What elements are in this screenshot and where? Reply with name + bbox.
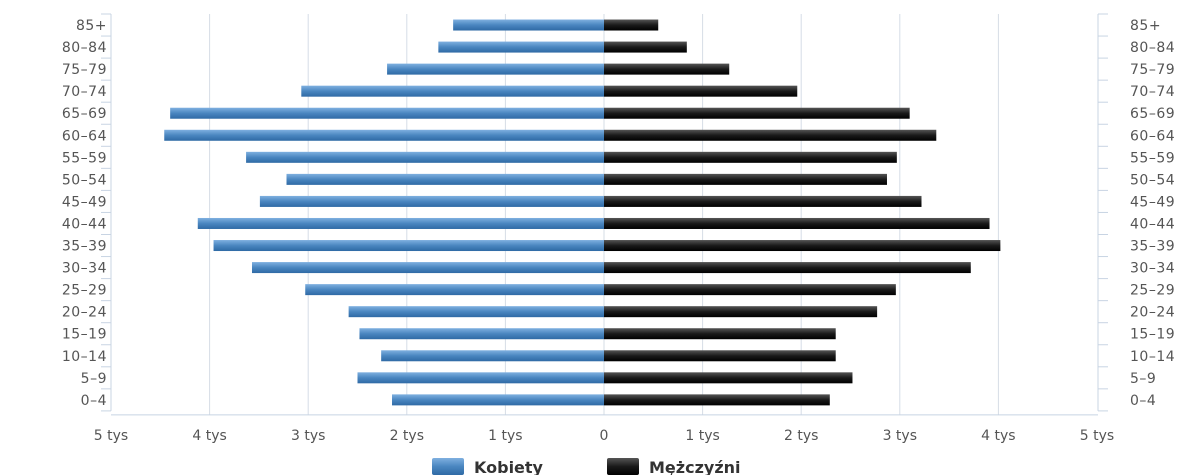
bar-women[interactable]: [381, 350, 604, 362]
category-label-right: 55–59: [1130, 150, 1175, 166]
category-label-right: 0–4: [1130, 393, 1156, 409]
category-axes: 85+ 85+ 80–84 80–84 75–79 75–79 70–74 70–74 65–6…: [62, 13, 1175, 416]
category-label-left: 25–29: [62, 283, 107, 299]
category-label-left: 50–54: [62, 172, 107, 188]
x-tick-label: 5 tys: [1080, 428, 1114, 444]
bar-women[interactable]: [170, 107, 604, 119]
bar-women[interactable]: [359, 328, 604, 340]
bar-men[interactable]: [604, 394, 830, 406]
bar-women[interactable]: [392, 394, 604, 406]
category-label-left: 70–74: [62, 84, 107, 100]
category-label-right: 45–49: [1130, 194, 1175, 210]
category-label-right: 40–44: [1130, 216, 1175, 232]
bar-men[interactable]: [604, 306, 878, 318]
category-label-right: 35–39: [1130, 239, 1175, 255]
legend-label-women: Kobiety: [474, 458, 544, 475]
category-label-left: 75–79: [62, 62, 107, 78]
legend-label-men: Mężczyźni: [649, 458, 741, 475]
bar-women[interactable]: [305, 284, 604, 296]
bar-women[interactable]: [251, 262, 605, 274]
bar-men[interactable]: [604, 328, 836, 340]
category-label-left: 35–39: [62, 239, 107, 255]
category-label-right: 50–54: [1130, 172, 1175, 188]
x-tick-label: 4 tys: [981, 428, 1015, 444]
category-label-right: 70–74: [1130, 84, 1175, 100]
category-label-right: 85+: [1130, 18, 1161, 34]
category-label-right: 25–29: [1130, 283, 1175, 299]
category-label-left: 0–4: [81, 393, 107, 409]
bar-men[interactable]: [604, 19, 659, 31]
bar-men[interactable]: [604, 151, 897, 163]
bar-women[interactable]: [357, 372, 605, 384]
x-tick-label: 5 tys: [94, 428, 128, 444]
category-label-right: 60–64: [1130, 128, 1175, 144]
category-label-right: 15–19: [1130, 327, 1175, 343]
bar-women[interactable]: [246, 151, 604, 163]
category-label-left: 65–69: [62, 106, 107, 122]
x-axis-labels: 5 tys 4 tys 3 tys 2 tys 1 tys 0 1 tys 2 tys 3 ty…: [94, 428, 1114, 444]
category-label-left: 15–19: [62, 327, 107, 343]
bar-men[interactable]: [604, 284, 896, 296]
category-label-left: 60–64: [62, 128, 107, 144]
x-tick-label: 3 tys: [883, 428, 917, 444]
legend-swatch-women: [432, 458, 464, 475]
x-tick-label: 2 tys: [784, 428, 818, 444]
bar-men[interactable]: [604, 129, 937, 141]
bar-men[interactable]: [604, 63, 730, 75]
bar-women[interactable]: [164, 129, 604, 141]
x-tick-label: 1 tys: [685, 428, 719, 444]
category-label-right: 80–84: [1130, 40, 1175, 56]
bar-men[interactable]: [604, 173, 887, 185]
category-label-right: 20–24: [1130, 305, 1175, 321]
category-label-left: 30–34: [62, 261, 107, 277]
x-tick-label: 0: [600, 428, 609, 444]
legend-item-women[interactable]: Kobiety: [432, 458, 544, 475]
category-label-right: 65–69: [1130, 106, 1175, 122]
category-label-left: 80–84: [62, 40, 107, 56]
legend-item-men[interactable]: Mężczyźni: [607, 458, 741, 475]
category-label-left: 20–24: [62, 305, 107, 321]
bar-men[interactable]: [604, 107, 910, 119]
category-label-right: 10–14: [1130, 349, 1175, 365]
category-label-left: 40–44: [62, 216, 107, 232]
bar-men[interactable]: [604, 195, 922, 207]
bar-women[interactable]: [259, 195, 604, 207]
bar-men[interactable]: [604, 240, 1001, 252]
bars: [164, 19, 1001, 406]
x-tick-label: 4 tys: [192, 428, 226, 444]
bar-women[interactable]: [286, 173, 604, 185]
category-label-right: 5–9: [1130, 371, 1156, 387]
bar-women[interactable]: [438, 41, 604, 53]
bar-men[interactable]: [604, 372, 853, 384]
x-tick-label: 1 tys: [488, 428, 522, 444]
legend[interactable]: Kobiety Mężczyźni: [432, 458, 741, 475]
bar-women[interactable]: [453, 19, 604, 31]
category-label-right: 30–34: [1130, 261, 1175, 277]
bar-men[interactable]: [604, 350, 836, 362]
bar-women[interactable]: [301, 85, 604, 97]
bar-men[interactable]: [604, 85, 798, 97]
bar-women[interactable]: [213, 240, 604, 252]
category-label-left: 55–59: [62, 150, 107, 166]
bar-men[interactable]: [604, 41, 687, 53]
category-label-left: 10–14: [62, 349, 107, 365]
category-label-left: 45–49: [62, 194, 107, 210]
bar-women[interactable]: [348, 306, 604, 318]
bar-women[interactable]: [197, 217, 604, 229]
bar-men[interactable]: [604, 262, 971, 274]
bar-women[interactable]: [387, 63, 604, 75]
legend-swatch-men: [607, 458, 639, 475]
x-tick-label: 3 tys: [291, 428, 325, 444]
bar-men[interactable]: [604, 217, 990, 229]
grid-lines: [209, 14, 999, 415]
category-label-right: 75–79: [1130, 62, 1175, 78]
x-tick-label: 2 tys: [390, 428, 424, 444]
category-label-left: 5–9: [81, 371, 107, 387]
category-label-left: 85+: [76, 18, 107, 34]
